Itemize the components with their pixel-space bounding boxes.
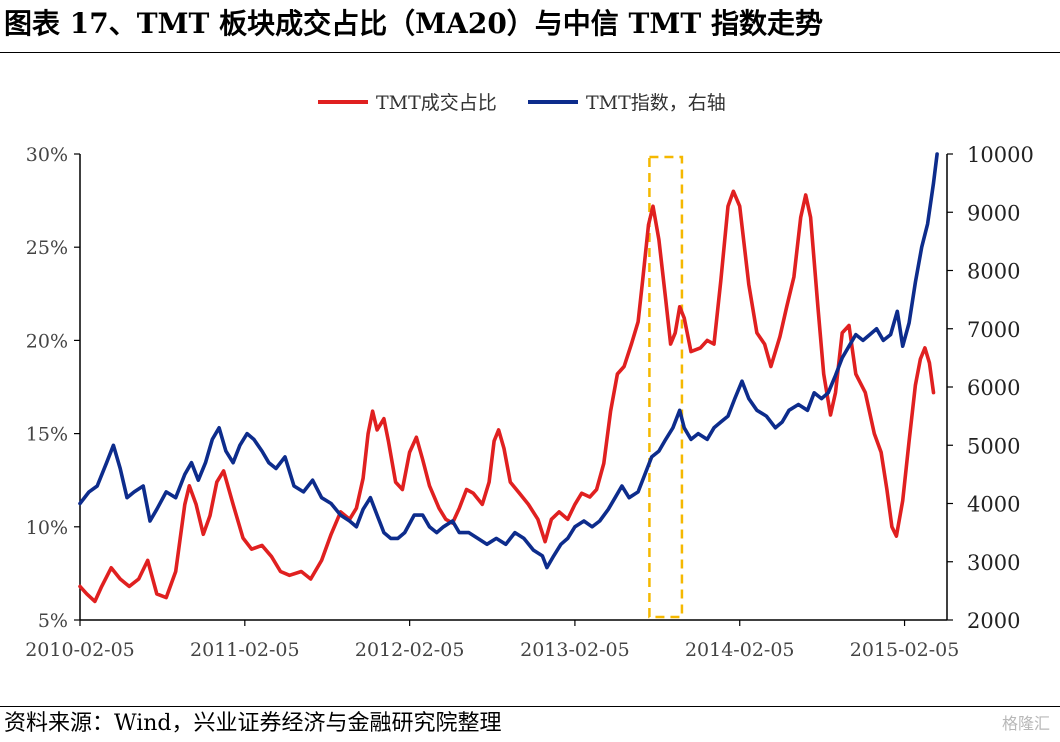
y-left-tick-label: 5% bbox=[38, 610, 68, 632]
axes: 5% 10% 15% 20% 25% 30% 2000 3000 4000 5000 6000 700… bbox=[25, 143, 1034, 661]
chart-title: 图表 17、TMT 板块成交占比（MA20）与中信 TMT 指数走势 bbox=[4, 7, 823, 40]
legend-label-share: TMT成交占比 bbox=[376, 92, 497, 114]
y-left-tick-label: 25% bbox=[26, 237, 68, 259]
x-tick-label: 2012-02-05 bbox=[355, 639, 465, 661]
highlight-box bbox=[648, 155, 684, 619]
watermark-logo: 格隆汇 bbox=[1001, 714, 1050, 733]
y-right-tick-label: 7000 bbox=[967, 318, 1020, 342]
y-left-tick-label: 30% bbox=[26, 144, 68, 166]
y-left-tick-label: 15% bbox=[26, 424, 68, 446]
y-right-tick-label: 4000 bbox=[967, 493, 1020, 517]
x-tick-label: 2010-02-05 bbox=[25, 639, 135, 661]
y-right-tick-label: 3000 bbox=[967, 551, 1020, 575]
chart-area: TMT成交占比 TMT指数，右轴 5% 10% 15% 20% 25% 30% 2000 30… bbox=[25, 92, 1034, 661]
source-note: 资料来源：Wind，兴业证券经济与金融研究院整理 bbox=[4, 711, 502, 736]
series-line-share bbox=[78, 189, 936, 604]
y-right-tick-label: 6000 bbox=[967, 376, 1020, 400]
x-tick-label: 2015-02-05 bbox=[850, 639, 960, 661]
y-right-tick-label: 2000 bbox=[967, 609, 1020, 633]
legend-label-index: TMT指数，右轴 bbox=[586, 92, 726, 114]
y-right-tick-label: 9000 bbox=[967, 201, 1020, 225]
series-group bbox=[78, 152, 939, 604]
y-right-tick-label: 10000 bbox=[967, 143, 1034, 167]
y-right-tick-label: 8000 bbox=[967, 260, 1020, 284]
title-rule bbox=[0, 52, 1060, 53]
x-tick-label: 2014-02-05 bbox=[685, 639, 795, 661]
x-tick-label: 2013-02-05 bbox=[520, 639, 630, 661]
legend: TMT成交占比 TMT指数，右轴 bbox=[318, 92, 726, 114]
y-left-tick-label: 20% bbox=[26, 330, 68, 352]
y-left-tick-label: 10% bbox=[26, 517, 68, 539]
series-line-index bbox=[78, 152, 939, 570]
y-right-tick-label: 5000 bbox=[967, 434, 1020, 458]
x-tick-label: 2011-02-05 bbox=[190, 639, 300, 661]
highlight-rect bbox=[648, 155, 684, 619]
source-rule bbox=[0, 706, 1060, 707]
